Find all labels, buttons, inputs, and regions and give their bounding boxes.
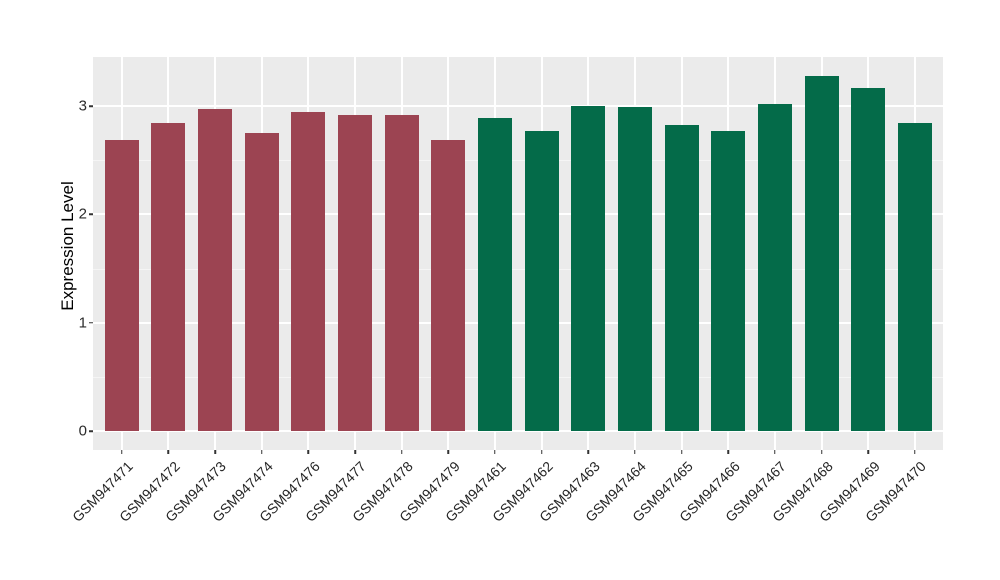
x-tick-mark <box>914 450 916 454</box>
y-tick-mark <box>89 213 93 216</box>
gridline-minor <box>93 268 943 270</box>
gridline-major <box>93 321 943 324</box>
bar-GSM947471 <box>104 139 139 431</box>
y-axis-title: Expression Level <box>58 181 77 311</box>
bar-GSM947472 <box>151 123 186 431</box>
bar-GSM947470 <box>897 123 932 431</box>
y-tick-label: 1 <box>78 314 87 332</box>
bar-GSM947474 <box>244 133 279 431</box>
x-tick-mark <box>494 450 496 454</box>
x-tick-mark <box>867 450 869 454</box>
y-tick-mark <box>89 321 93 324</box>
bar-GSM947465 <box>664 124 699 431</box>
x-tick-mark <box>820 450 823 454</box>
x-tick-mark <box>634 450 636 454</box>
y-tick-label: 0 <box>78 422 87 440</box>
chart-panel <box>93 57 943 450</box>
bar-GSM947461 <box>477 118 512 431</box>
bar-GSM947464 <box>617 107 652 431</box>
y-tick-mark <box>89 430 93 432</box>
gridline-minor <box>93 376 943 378</box>
bar-GSM947467 <box>757 103 792 431</box>
bar-GSM947468 <box>804 75 839 431</box>
y-tick-label: 3 <box>78 97 87 115</box>
y-tick-label: 2 <box>78 205 87 223</box>
y-tick-mark <box>89 105 93 107</box>
bar-GSM947476 <box>291 111 326 431</box>
x-tick-mark <box>774 450 776 454</box>
x-tick-mark <box>120 450 123 454</box>
x-tick-mark <box>680 450 683 454</box>
bar-GSM947473 <box>198 109 233 431</box>
x-tick-mark <box>167 450 170 454</box>
bar-GSM947478 <box>384 114 419 431</box>
x-tick-mark <box>540 450 543 454</box>
x-tick-mark <box>727 450 730 454</box>
x-tick-mark <box>447 450 450 454</box>
gridline-major <box>93 430 943 432</box>
x-tick-mark <box>354 450 356 454</box>
x-tick-mark <box>214 450 216 454</box>
x-tick-mark <box>400 450 403 454</box>
gridline-minor <box>93 160 943 162</box>
bar-GSM947479 <box>431 139 466 431</box>
bar-GSM947463 <box>571 106 606 431</box>
bar-GSM947462 <box>524 131 559 431</box>
bar-GSM947477 <box>338 114 372 431</box>
bar-GSM947466 <box>711 131 746 431</box>
x-tick-mark <box>307 450 310 454</box>
gridline-major <box>93 213 943 216</box>
gridline-major <box>93 105 943 108</box>
x-tick-mark <box>587 450 590 454</box>
x-tick-mark <box>260 450 263 454</box>
bar-GSM947469 <box>851 87 886 431</box>
